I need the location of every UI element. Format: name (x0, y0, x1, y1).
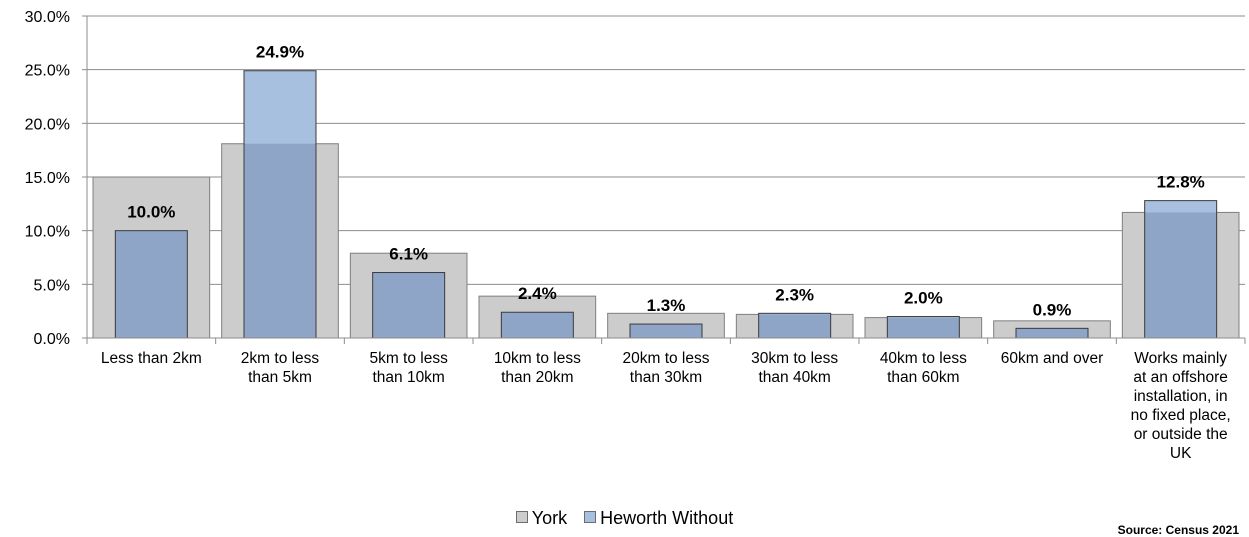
data-labels: 10.0% 24.9% 6.1% 2.4% 1.3% 2.3% 2.0% 0.9% 12.8% (127, 43, 1205, 320)
chart: 0.0% 5.0% 10.0% 15.0% 20.0% 25.0% 30.0% 10.0% 2… (25, 9, 1246, 462)
x-category-label-line: 60km and over (1001, 350, 1104, 367)
y-tick-label: 5.0% (34, 277, 70, 294)
data-label: 6.1% (389, 245, 428, 264)
data-label: 0.9% (1033, 300, 1072, 319)
data-label: 2.3% (775, 285, 814, 304)
y-tick-label: 25.0% (25, 63, 70, 80)
data-label: 1.3% (647, 296, 686, 315)
x-category-label: 40km to less than 60km (880, 350, 967, 386)
x-category-label-line: no fixed place, (1131, 407, 1231, 424)
legend-item-heworth-without: Heworth Without (584, 508, 733, 529)
y-tick-label: 10.0% (25, 224, 70, 241)
x-category-label: 5km to less than 10km (369, 350, 448, 386)
x-category-label: 30km to less than 40km (751, 350, 838, 386)
x-category-label-line: 10km to less (494, 350, 581, 367)
x-category-label: 60km and over (1001, 350, 1104, 367)
data-label: 24.9% (256, 43, 304, 62)
data-label: 12.8% (1157, 173, 1205, 192)
legend-swatch-heworth-without (584, 511, 597, 523)
x-category-label-line: Less than 2km (101, 350, 202, 367)
y-tick-label: 30.0% (25, 9, 70, 26)
x-category-label-line: than 5km (248, 369, 312, 386)
y-tick-label: 15.0% (25, 170, 70, 187)
x-category-label: 2km to less than 5km (241, 350, 320, 386)
legend-label-york: York (531, 508, 568, 528)
x-category-label-line: 5km to less (369, 350, 448, 367)
legend-label-heworth-without: Heworth Without (600, 508, 734, 528)
bar-heworth-without (887, 316, 960, 338)
legend-swatch-york (515, 511, 528, 523)
x-category-label: Less than 2km (101, 350, 202, 367)
bar-heworth-without (1144, 200, 1217, 338)
x-category-label-line: at an offshore (1133, 369, 1228, 386)
bar-heworth-without-upper (887, 316, 960, 318)
x-category-label-line: UK (1170, 445, 1192, 462)
legend: York Heworth Without (0, 508, 1249, 529)
y-axis: 0.0% 5.0% 10.0% 15.0% 20.0% 25.0% 30.0% (25, 9, 88, 348)
x-category-label-line: 30km to less (751, 350, 838, 367)
x-category-label-line: than 30km (630, 369, 702, 386)
x-category-label-line: installation, in (1134, 388, 1228, 405)
x-category-label-line: than 20km (501, 369, 573, 386)
x-category-label-line: than 10km (372, 369, 444, 386)
data-label: 10.0% (127, 203, 175, 222)
x-category-label-line: than 40km (758, 369, 830, 386)
x-category-label: 20km to less than 30km (622, 350, 709, 386)
y-tick-label: 20.0% (25, 116, 70, 133)
x-category-label-line: 2km to less (241, 350, 320, 367)
heworth-bars (114, 70, 1218, 339)
x-category-label-line: or outside the (1134, 426, 1228, 443)
source-note: Source: Census 2021 (1117, 523, 1239, 537)
x-axis: Less than 2km 2km to less than 5km 5km to l… (86, 337, 1246, 462)
data-label: 2.4% (518, 284, 557, 303)
bar-heworth-without (372, 272, 445, 338)
x-category-label-line: Works mainly (1134, 350, 1227, 367)
bar-heworth-without (115, 230, 188, 338)
bar-heworth-without-upper (758, 313, 831, 315)
x-category-label: Works mainly at an offshore installation, … (1131, 350, 1231, 462)
x-category-label: 10km to less than 20km (494, 350, 581, 386)
bar-heworth-without (630, 324, 702, 338)
bar-heworth-without (758, 313, 831, 338)
x-category-label-line: 20km to less (622, 350, 709, 367)
bar-heworth-without-upper (244, 70, 316, 144)
bar-heworth-without-upper (1144, 200, 1217, 213)
x-category-label-line: than 60km (887, 369, 959, 386)
legend-item-york: York (515, 508, 568, 529)
y-tick-label: 0.0% (34, 331, 70, 348)
bar-heworth-without (501, 312, 574, 338)
x-category-label-line: 40km to less (880, 350, 967, 367)
bar-heworth-without (1016, 328, 1088, 338)
data-label: 2.0% (904, 289, 943, 308)
